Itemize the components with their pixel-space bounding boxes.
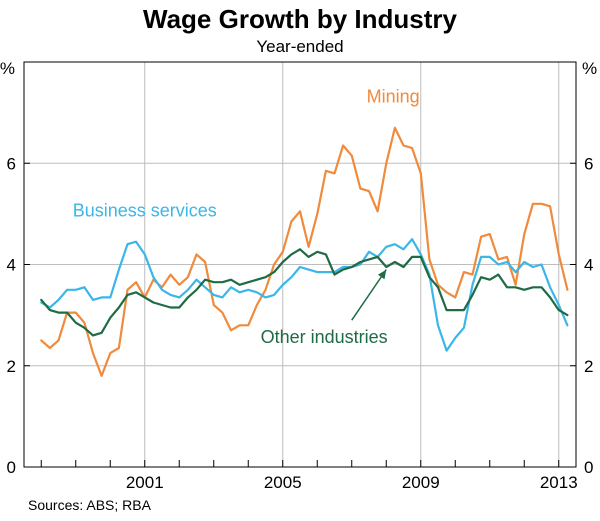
y-tick-label-right: 2 (584, 357, 593, 376)
chart-title: Wage Growth by Industry (143, 4, 457, 34)
series-label: Other industries (261, 327, 388, 347)
annotation-arrow-head (377, 269, 387, 280)
y-tick-label-left: 6 (7, 154, 16, 173)
series-label: Mining (367, 87, 420, 107)
y-unit-right: % (582, 59, 597, 78)
y-tick-label-left: 2 (7, 357, 16, 376)
y-tick-label-right: 0 (584, 458, 593, 477)
series-line-mining (40, 126, 569, 377)
y-unit-left: % (0, 59, 15, 78)
chart-subtitle: Year-ended (256, 37, 344, 56)
x-tick-label: 2001 (126, 473, 164, 492)
y-tick-label-right: 4 (584, 256, 593, 275)
y-tick-label-right: 6 (584, 154, 593, 173)
y-tick-label-left: 0 (7, 458, 16, 477)
x-tick-label: 2009 (402, 473, 440, 492)
x-tick-label: 2013 (540, 473, 578, 492)
annotation-arrow-line (351, 269, 387, 321)
y-tick-label-left: 4 (7, 256, 16, 275)
x-tick-label: 2005 (264, 473, 302, 492)
chart-source: Sources: ABS; RBA (28, 497, 151, 513)
series-line-other-industries (40, 248, 569, 337)
series-line-business-services (40, 238, 569, 352)
series-label: Business services (73, 200, 217, 220)
